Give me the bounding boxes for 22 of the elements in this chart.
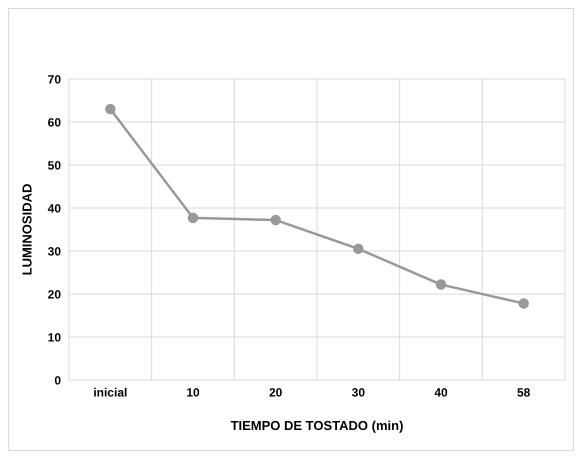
x-tick-label: inicial <box>93 386 128 400</box>
y-axis-title: LUMINOSIDAD <box>20 184 35 276</box>
x-tick-label: 58 <box>516 386 531 400</box>
point <box>105 104 116 114</box>
point <box>436 279 446 290</box>
y-tick-label: 50 <box>48 158 62 172</box>
y-tick-label: 40 <box>48 201 62 216</box>
y-tick-label: 0 <box>54 373 62 388</box>
y-tick-label: 10 <box>48 330 62 344</box>
x-tick-label: 20 <box>268 386 283 400</box>
y-tick-label: 20 <box>48 287 62 302</box>
point <box>188 212 198 224</box>
point <box>270 214 281 226</box>
y-tick-label: 60 <box>48 115 62 130</box>
point <box>518 298 529 309</box>
y-tick-label: 70 <box>48 72 62 86</box>
x-axis-title: TIEMPO DE TOSTADO (min) <box>230 418 404 433</box>
point <box>353 244 364 254</box>
y-tick-label: 30 <box>48 244 62 258</box>
x-tick-label: 40 <box>434 386 448 400</box>
x-tick-label: 30 <box>352 386 366 400</box>
x-tick-label: 10 <box>186 386 200 400</box>
